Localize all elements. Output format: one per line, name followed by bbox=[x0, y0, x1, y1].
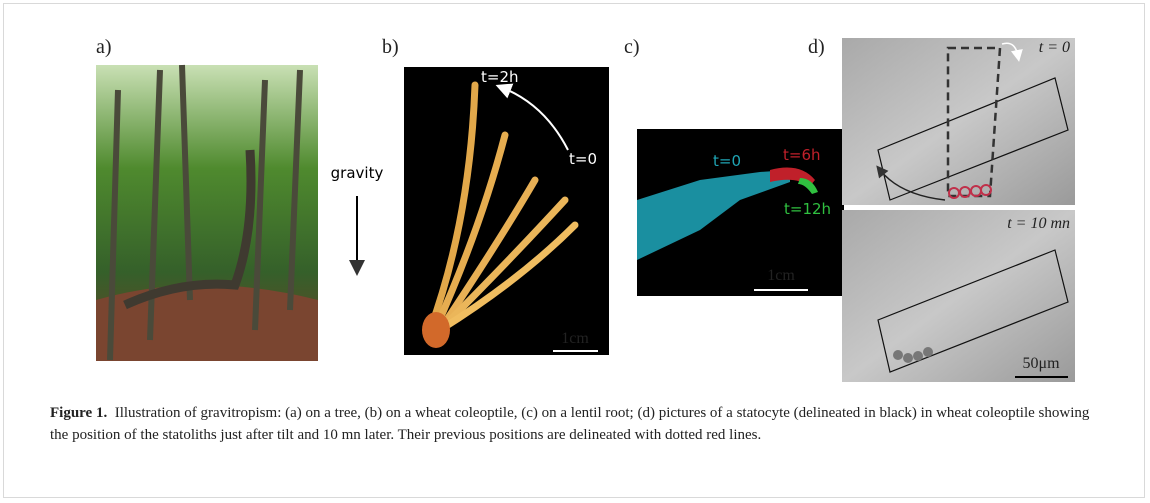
panel-label: a) bbox=[96, 36, 112, 58]
statocyte-photo bbox=[842, 38, 1075, 382]
figure: a) gravity b) t=2h t=0 1cm c) t=0 t=6h t… bbox=[0, 0, 1150, 400]
gravity-label: gravity bbox=[331, 164, 384, 182]
caption-label: Figure 1. bbox=[50, 405, 107, 421]
page: a) gravity b) t=2h t=0 1cm c) t=0 t=6h t… bbox=[0, 0, 1150, 503]
coleoptile-photo bbox=[404, 67, 609, 355]
time-label: t = 10 mn bbox=[1007, 215, 1070, 232]
time-label: t=2h bbox=[481, 68, 519, 86]
time-label: t=6h bbox=[783, 146, 821, 164]
scale-label: 50μm bbox=[1022, 355, 1060, 372]
panel-label: c) bbox=[624, 36, 640, 58]
panel-label: d) bbox=[808, 36, 825, 58]
tree-photo bbox=[96, 65, 318, 361]
caption-text: Illustration of gravitropism: (a) on a t… bbox=[50, 405, 1089, 443]
scale-label: 1cm bbox=[767, 267, 795, 284]
panel-label: b) bbox=[382, 36, 399, 58]
time-label: t = 0 bbox=[1039, 39, 1070, 56]
time-label: t=0 bbox=[569, 150, 597, 168]
caption: Figure 1. Illustration of gravitropism: … bbox=[50, 402, 1110, 446]
time-label: t=0 bbox=[713, 152, 741, 170]
scale-label: 1cm bbox=[561, 330, 589, 347]
time-label: t=12h bbox=[784, 200, 831, 218]
